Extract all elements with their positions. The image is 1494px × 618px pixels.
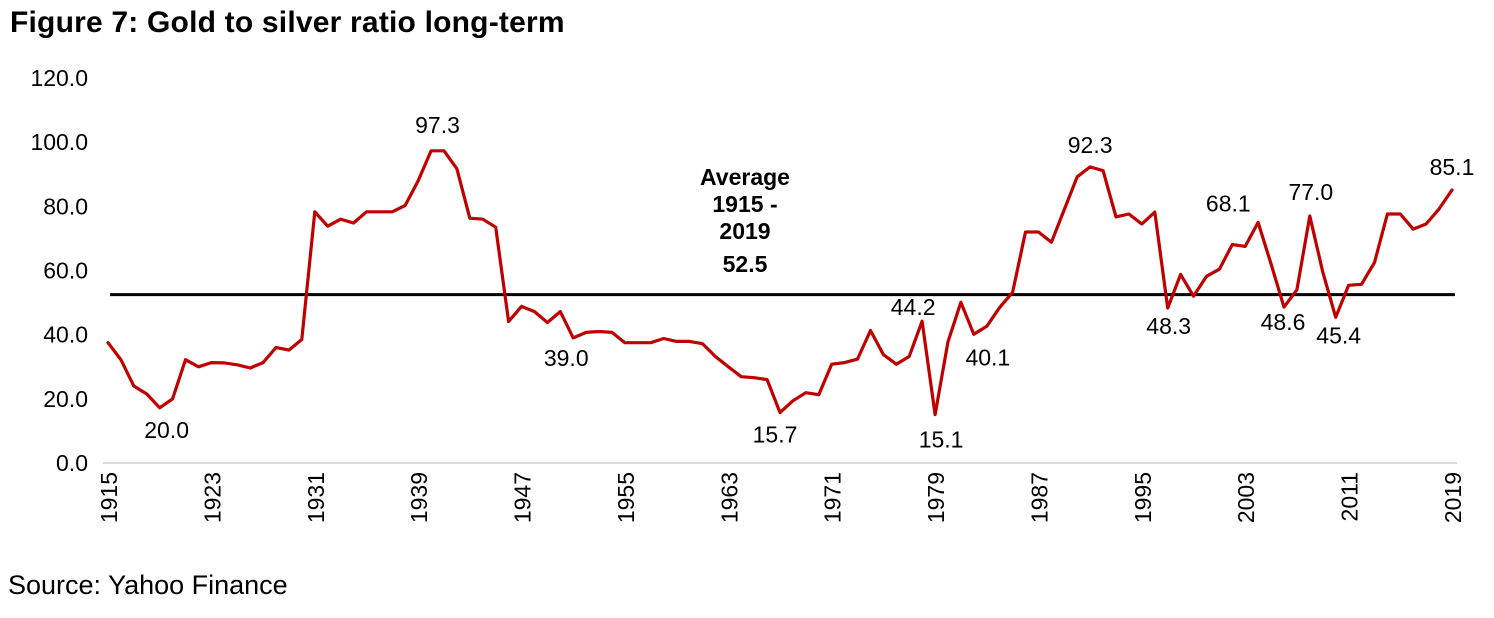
y-tick-label: 100.0	[30, 129, 88, 155]
average-annotation-line: 2019	[719, 218, 770, 244]
point-label: 20.0	[144, 417, 189, 443]
point-label: 15.7	[753, 422, 798, 448]
y-tick-label: 20.0	[43, 386, 88, 412]
y-tick-label: 60.0	[43, 258, 88, 284]
point-label: 40.1	[965, 344, 1010, 370]
point-label: 97.3	[415, 112, 460, 138]
point-label: 39.0	[544, 345, 589, 371]
x-tick-label: 2003	[1233, 472, 1259, 523]
x-tick-label: 1923	[199, 472, 225, 523]
y-tick-label: 40.0	[43, 322, 88, 348]
x-tick-label: 1939	[406, 472, 432, 523]
x-tick-label: 1963	[716, 472, 742, 523]
point-label: 48.3	[1146, 313, 1191, 339]
point-label: 92.3	[1068, 132, 1113, 158]
figure-title: Figure 7: Gold to silver ratio long-term	[10, 6, 565, 39]
x-tick-label: 1931	[303, 472, 329, 523]
y-tick-label: 80.0	[43, 193, 88, 219]
point-label: 15.1	[919, 427, 964, 453]
point-label: 44.2	[891, 294, 936, 320]
point-label: 85.1	[1430, 154, 1475, 180]
x-tick-label: 1995	[1130, 472, 1156, 523]
x-tick-label: 1915	[96, 472, 122, 523]
source-caption: Source: Yahoo Finance	[8, 570, 288, 600]
x-tick-label: 1979	[923, 472, 949, 523]
point-label: 48.6	[1261, 309, 1306, 335]
point-label: 77.0	[1288, 179, 1333, 205]
y-tick-label: 120.0	[30, 65, 88, 91]
gold-silver-ratio-chart: 0.0 20.0 40.0 60.0 80.0 100.0 120.0 1915 1923 193…	[30, 65, 1475, 523]
point-label: 68.1	[1206, 191, 1251, 217]
x-tick-label: 1955	[613, 472, 639, 523]
average-annotation-line: Average	[700, 164, 790, 190]
x-tick-label: 2019	[1440, 472, 1466, 523]
average-annotation-value: 52.5	[723, 251, 768, 277]
average-annotation-line: 1915 -	[712, 191, 777, 217]
x-tick-label: 2011	[1337, 472, 1363, 521]
point-label: 45.4	[1316, 322, 1361, 348]
series-line	[106, 149, 1454, 417]
x-tick-label: 1987	[1026, 472, 1052, 523]
y-tick-label: 0.0	[56, 450, 88, 476]
x-tick-label: 1947	[510, 472, 536, 523]
x-tick-label: 1971	[820, 472, 846, 523]
